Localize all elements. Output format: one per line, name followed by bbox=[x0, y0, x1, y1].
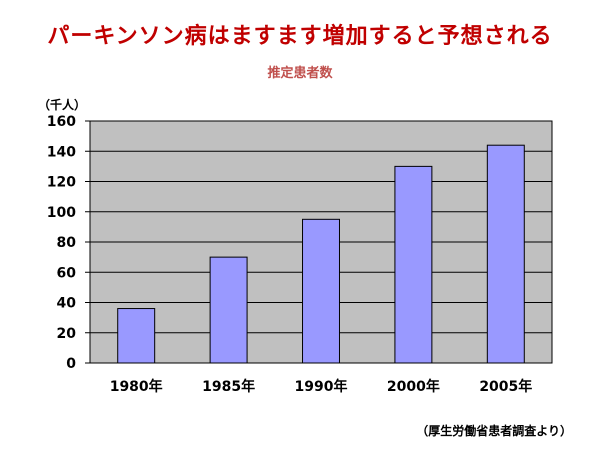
bar bbox=[117, 308, 156, 364]
bar bbox=[302, 218, 340, 364]
bar bbox=[394, 165, 433, 364]
y-axis-unit-label: （千人） bbox=[38, 98, 87, 112]
x-tick-label: 1985年 bbox=[202, 378, 255, 395]
chart-title: パーキンソン病はますます増加すると予想される bbox=[47, 24, 553, 49]
x-tick-label: 1990年 bbox=[295, 378, 348, 395]
y-tick-label: 140 bbox=[47, 144, 76, 160]
y-tick-label: 60 bbox=[57, 265, 77, 281]
x-tick-label: 1980年 bbox=[110, 378, 163, 395]
y-tick-label: 160 bbox=[47, 114, 76, 130]
y-tick-label: 20 bbox=[57, 326, 77, 342]
y-tick-label: 120 bbox=[47, 175, 76, 191]
x-tick-label: 2005年 bbox=[479, 378, 532, 395]
source-note: （厚生労働省患者調査より） bbox=[416, 424, 572, 438]
bar bbox=[209, 256, 248, 364]
y-tick-label: 0 bbox=[66, 356, 76, 372]
x-tick-label: 2000年 bbox=[387, 378, 440, 395]
y-tick-label: 100 bbox=[47, 205, 76, 221]
chart-subtitle: 推定患者数 bbox=[267, 66, 333, 81]
bar bbox=[486, 144, 525, 364]
y-tick-label: 40 bbox=[57, 296, 77, 312]
y-tick-label: 80 bbox=[57, 235, 77, 251]
